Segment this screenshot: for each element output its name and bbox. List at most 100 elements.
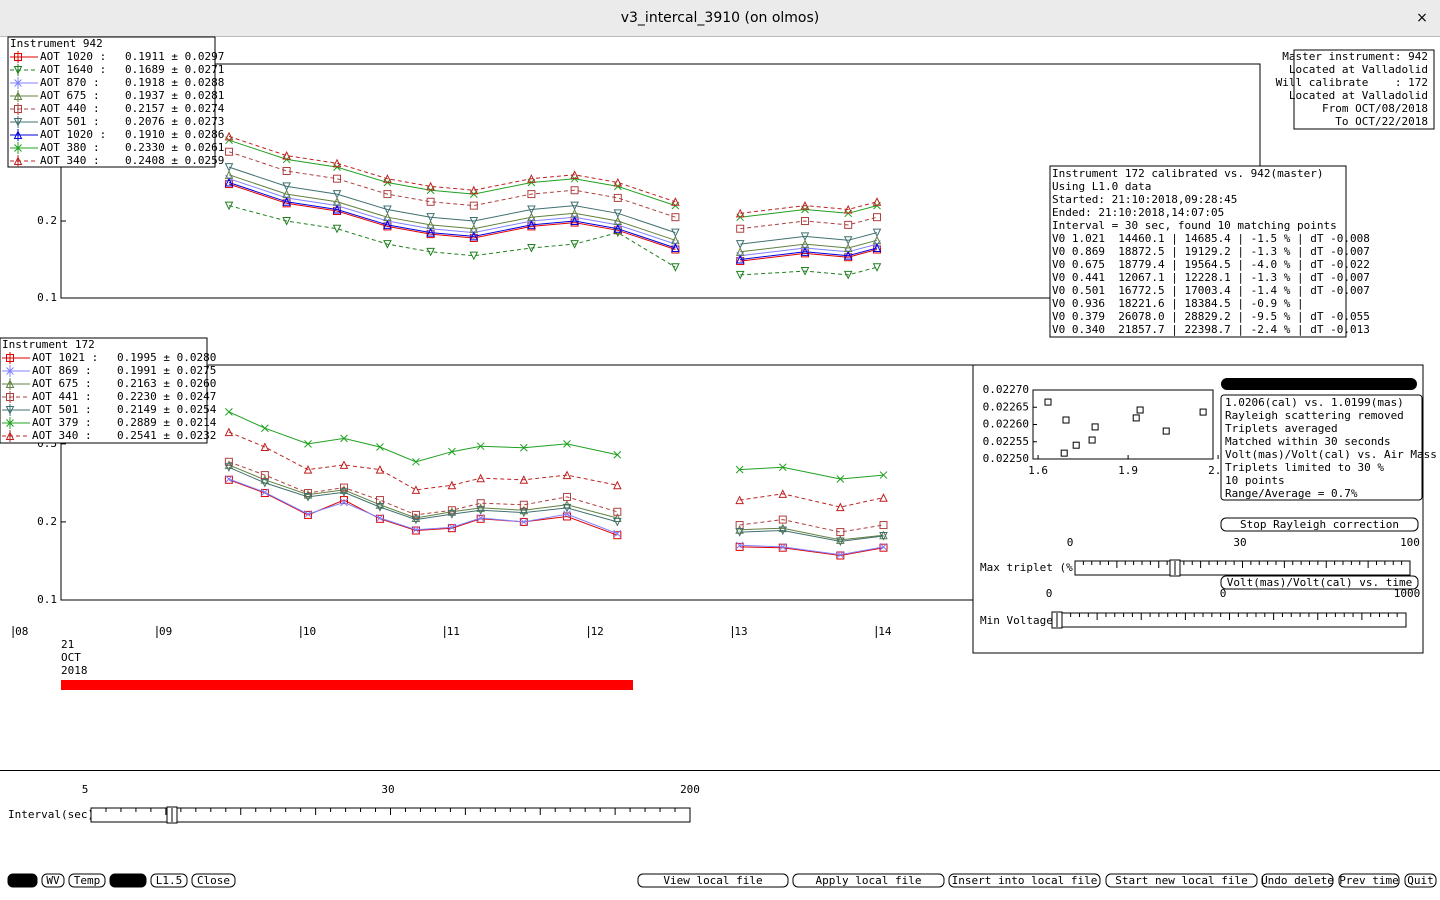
toggle-label[interactable]: AOT bbox=[13, 874, 33, 887]
toggle[interactable] bbox=[191, 873, 236, 888]
toggle-label[interactable]: WV bbox=[46, 874, 60, 887]
calibration-line: V0 0.441 12067.1 | 12228.1 | -1.3 % | dT… bbox=[1052, 271, 1370, 284]
toggle[interactable] bbox=[150, 873, 188, 888]
data-point bbox=[843, 251, 853, 260]
action-button[interactable] bbox=[948, 873, 1101, 888]
toggle-label[interactable]: Close bbox=[197, 874, 230, 887]
action-button[interactable] bbox=[1404, 873, 1437, 888]
data-point bbox=[476, 506, 485, 515]
close-window[interactable]: × bbox=[1416, 10, 1428, 26]
action-button-label[interactable]: Undo delete bbox=[1261, 874, 1334, 887]
calibration-line: Using L1.0 data bbox=[1052, 180, 1151, 193]
data-point bbox=[426, 213, 435, 222]
calibration-info bbox=[1049, 165, 1347, 338]
toggle-label[interactable]: L1.0 bbox=[115, 874, 142, 887]
note-line: Triplets limited to 30 % bbox=[1225, 461, 1384, 474]
min-voltage-scale: 0 bbox=[1220, 587, 1227, 600]
data-point bbox=[383, 240, 392, 249]
toggle[interactable] bbox=[109, 873, 147, 888]
legend-stat: 0.2163 ± 0.0260 bbox=[117, 377, 216, 390]
master-info-line: Located at Valladolid bbox=[1289, 63, 1428, 76]
calibration-line: Instrument 172 calibrated vs. 942(master… bbox=[1052, 167, 1324, 180]
data-point bbox=[224, 163, 234, 172]
master-info bbox=[1293, 49, 1435, 130]
y-tick-label: 0.02270 bbox=[983, 383, 1029, 396]
legend-label: AOT 869 : bbox=[32, 364, 92, 377]
action-button[interactable] bbox=[1105, 873, 1258, 888]
data-point bbox=[879, 543, 888, 551]
data-point bbox=[879, 471, 888, 479]
legend-marker bbox=[13, 118, 23, 127]
master-info-line: Will calibrate : 172 bbox=[1276, 76, 1428, 89]
data-point bbox=[339, 483, 348, 492]
action-button[interactable] bbox=[1338, 873, 1400, 888]
legend-label: AOT 675 : bbox=[40, 89, 100, 102]
data-point bbox=[800, 201, 810, 210]
legend-marker bbox=[6, 419, 14, 427]
legend-marker bbox=[5, 431, 15, 440]
data-point bbox=[519, 508, 529, 518]
data-point bbox=[872, 197, 882, 206]
data-point bbox=[519, 505, 529, 515]
data-point bbox=[383, 205, 392, 215]
data-point bbox=[383, 220, 392, 229]
scatter-point bbox=[1088, 436, 1096, 444]
x-date-label: 2018 bbox=[61, 664, 88, 677]
data-point bbox=[671, 263, 680, 272]
data-point bbox=[426, 230, 435, 239]
action-button[interactable] bbox=[637, 873, 789, 888]
data-point bbox=[778, 526, 788, 536]
legend-label: AOT 1020 : bbox=[40, 128, 106, 141]
toggle[interactable] bbox=[68, 873, 106, 888]
data-point bbox=[476, 473, 485, 483]
toggle-label[interactable]: L1.5 bbox=[156, 874, 183, 887]
master-info-line: Located at Valladolid bbox=[1289, 89, 1428, 102]
action-button[interactable] bbox=[792, 873, 945, 888]
volt-time-button[interactable] bbox=[1220, 575, 1419, 590]
stop-rayleigh-button[interactable] bbox=[1220, 517, 1419, 532]
stop-rayleigh-button-label[interactable]: Stop Rayleigh correction bbox=[1240, 518, 1399, 531]
data-point bbox=[736, 257, 745, 266]
data-point bbox=[261, 488, 269, 497]
data-point bbox=[778, 523, 788, 533]
data-point bbox=[613, 177, 623, 187]
action-button-label[interactable]: Apply local file bbox=[816, 874, 922, 887]
series-line bbox=[228, 431, 884, 508]
data-point bbox=[476, 503, 485, 512]
volt-time-button-label[interactable]: Volt(mas)/Volt(cal) vs. time bbox=[1227, 576, 1412, 589]
series-line bbox=[228, 466, 884, 542]
legend-stat: 0.2149 ± 0.0254 bbox=[117, 403, 217, 416]
data-point bbox=[225, 407, 233, 416]
data-point bbox=[376, 443, 384, 451]
action-button-label[interactable]: Quit bbox=[1407, 874, 1434, 887]
data-point bbox=[332, 158, 342, 168]
data-point bbox=[411, 526, 420, 535]
series-line bbox=[228, 178, 878, 257]
data-point bbox=[570, 201, 579, 211]
data-point bbox=[447, 480, 457, 490]
legend-marker bbox=[14, 53, 22, 61]
data-point bbox=[447, 524, 456, 533]
data-point bbox=[224, 463, 234, 472]
data-point bbox=[303, 464, 313, 474]
data-point bbox=[836, 551, 845, 560]
legend-stat: 0.2076 ± 0.0273 bbox=[125, 115, 224, 128]
data-point bbox=[476, 514, 485, 522]
action-button-label[interactable]: Start new local file bbox=[1115, 874, 1247, 887]
series-line bbox=[228, 135, 878, 214]
data-point bbox=[562, 470, 572, 480]
data-point bbox=[225, 475, 233, 483]
toggle[interactable] bbox=[41, 873, 65, 888]
calibration-line: Started: 21:10:2018,09:28:45 bbox=[1052, 193, 1237, 206]
action-button-label[interactable]: Insert into local file bbox=[952, 874, 1098, 887]
toggle[interactable] bbox=[7, 873, 38, 888]
action-button[interactable] bbox=[1261, 873, 1334, 888]
toggle-label[interactable]: Temp bbox=[74, 874, 101, 887]
series-line bbox=[228, 174, 878, 253]
calibration-line: V0 0.501 16772.5 | 17003.4 | -1.4 % | dT… bbox=[1052, 284, 1370, 297]
data-point bbox=[260, 478, 270, 488]
y-tick-label: 0.02255 bbox=[983, 435, 1029, 448]
action-button-label[interactable]: Prev time bbox=[1339, 874, 1399, 887]
legend-stat: 0.1991 ± 0.0275 bbox=[117, 364, 216, 377]
action-button-label[interactable]: View local file bbox=[663, 874, 762, 887]
